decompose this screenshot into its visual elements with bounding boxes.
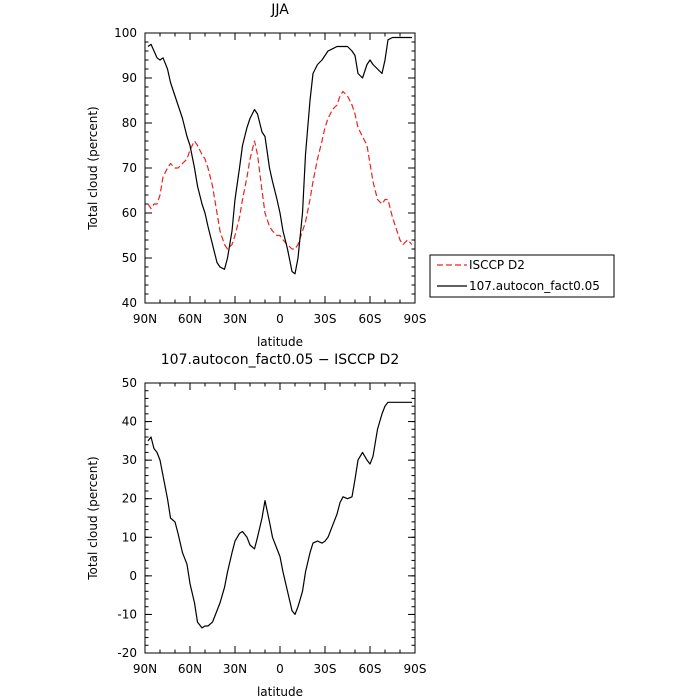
x-tick-label: 60N	[178, 662, 202, 676]
y-tick-label: 30	[122, 453, 137, 467]
y-tick-label: 60	[122, 206, 137, 220]
y-tick-label: 90	[122, 71, 137, 85]
series-line-1-0	[147, 401, 412, 629]
chart-bottom: 107.autocon_fact0.05 − ISCCP D2 -20 -10 0 1…	[86, 352, 426, 699]
x-tick-label: 30S	[314, 312, 337, 326]
x-tick-label: 0	[276, 662, 284, 676]
chart-bottom-y-axis-label: Total cloud (percent)	[86, 456, 100, 580]
x-tick-label: 30N	[223, 312, 247, 326]
chart-top-x-ticks: 90N 60N 30N 0 30S 60S 90S	[133, 33, 427, 326]
chart-top-series	[147, 36, 413, 275]
chart-bottom-plot-frame	[144, 382, 416, 654]
legend-box	[429, 254, 615, 298]
y-tick-label: 50	[122, 251, 137, 265]
chart-bottom-x-ticks: 90N 60N 30N 0 30S 60S 90S	[133, 383, 427, 676]
y-tick-label: 20	[122, 492, 137, 506]
y-tick-label: 40	[122, 296, 137, 310]
x-tick-label: 60S	[359, 312, 382, 326]
y-tick-label: 100	[114, 26, 137, 40]
series-line-0-0	[147, 90, 413, 250]
chart-top-plot-frame	[144, 32, 416, 304]
chart-legend: ISCCP D2 107.autocon_fact0.05	[429, 254, 615, 298]
legend-label-model: 107.autocon_fact0.05	[469, 279, 600, 293]
chart-top-y-ticks: 40 50 60 70 80 90 100	[114, 26, 415, 310]
y-tick-label: -10	[117, 607, 137, 621]
x-tick-label: 90N	[133, 662, 157, 676]
chart-top-y-axis-label: Total cloud (percent)	[86, 106, 100, 230]
x-tick-label: 0	[276, 312, 284, 326]
x-tick-label: 60S	[359, 662, 382, 676]
chart-bottom-title: 107.autocon_fact0.05 − ISCCP D2	[161, 352, 399, 368]
y-tick-label: 70	[122, 161, 137, 175]
chart-bottom-series	[147, 401, 412, 629]
x-tick-label: 30S	[314, 662, 337, 676]
x-tick-label: 60N	[178, 312, 202, 326]
chart-bottom-y-ticks: -20 -10 0 10 20 30 40 50	[117, 376, 415, 660]
y-tick-label: 0	[129, 569, 137, 583]
y-tick-label: 10	[122, 530, 137, 544]
series-line-0-1	[147, 36, 412, 275]
x-tick-label: 90N	[133, 312, 157, 326]
x-tick-label: 90S	[404, 662, 427, 676]
y-tick-label: 50	[122, 376, 137, 390]
y-tick-label: 40	[122, 415, 137, 429]
x-tick-label: 90S	[404, 312, 427, 326]
chart-bottom-x-axis-label: latitude	[257, 685, 303, 699]
y-tick-label: -20	[117, 646, 137, 660]
y-tick-label: 80	[122, 116, 137, 130]
legend-label-isccp: ISCCP D2	[469, 258, 525, 272]
chart-top-title: JJA	[270, 2, 289, 18]
x-tick-label: 30N	[223, 662, 247, 676]
chart-top-x-axis-label: latitude	[257, 335, 303, 349]
